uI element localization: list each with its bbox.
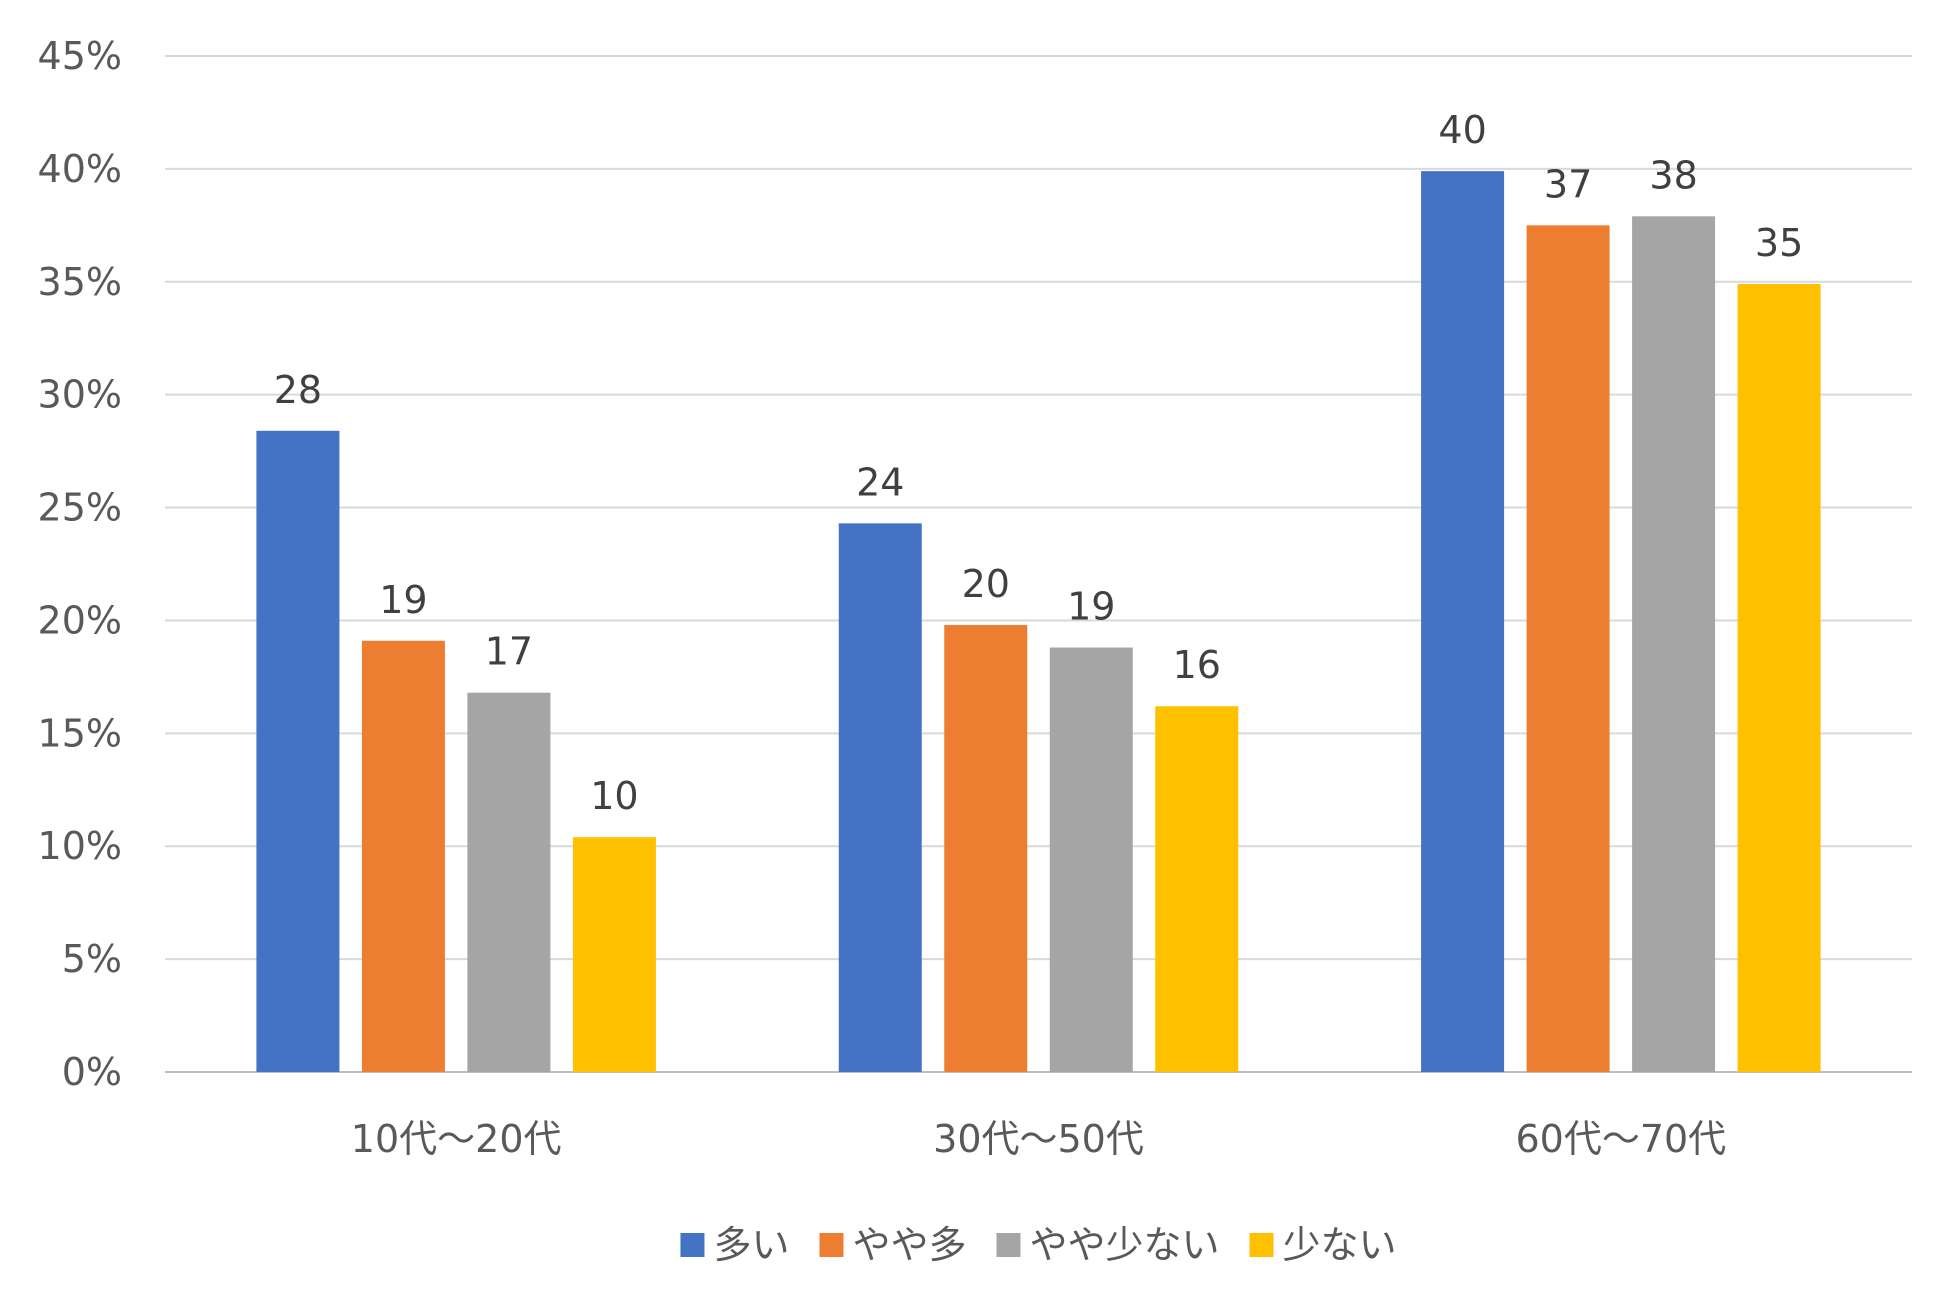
bar	[256, 430, 340, 1072]
legend-swatch	[1249, 1233, 1274, 1257]
bar	[361, 640, 445, 1072]
legend-label: やや多	[852, 1223, 966, 1267]
legend: 多い やや多 やや少ない 少ない	[680, 1223, 1397, 1267]
category-labels: 10代～20代 30代～50代 60代～70代	[351, 1117, 1726, 1161]
data-labels: 28 19 17 10 24 20 19 16 40 37 38 35	[274, 108, 1804, 818]
data-label: 17	[485, 630, 533, 674]
bar	[1737, 284, 1821, 1073]
y-tick-label: 0%	[62, 1050, 122, 1094]
bar	[1526, 225, 1610, 1073]
bar	[1155, 706, 1239, 1072]
data-label: 35	[1755, 221, 1803, 265]
legend-swatch	[996, 1233, 1021, 1257]
bar	[838, 523, 922, 1072]
y-tick-label: 40%	[38, 147, 122, 191]
y-tick-label: 15%	[38, 711, 122, 755]
y-tick-label: 30%	[38, 373, 122, 417]
data-label: 40	[1438, 108, 1486, 152]
bar	[1421, 171, 1505, 1072]
legend-swatch	[819, 1233, 844, 1257]
y-tick-label: 35%	[38, 260, 122, 304]
legend-label: 多い	[713, 1223, 789, 1267]
legend-label: 少ない	[1283, 1223, 1397, 1267]
data-label: 19	[1067, 585, 1115, 629]
bar	[467, 692, 551, 1072]
category-label: 60代～70代	[1515, 1117, 1726, 1161]
category-label: 10代～20代	[351, 1117, 562, 1161]
bar	[1049, 647, 1133, 1072]
bar	[944, 624, 1028, 1072]
data-label: 24	[856, 460, 904, 504]
y-axis-tick-labels: 0% 5% 10% 15% 20% 25% 30% 35% 40% 45%	[38, 34, 122, 1094]
data-label: 10	[590, 774, 638, 818]
category-label: 30代～50代	[933, 1117, 1144, 1161]
data-label: 20	[962, 562, 1010, 606]
legend-swatch	[680, 1233, 705, 1257]
y-tick-label: 25%	[38, 486, 122, 530]
gridlines	[165, 55, 1912, 1073]
y-tick-label: 20%	[38, 598, 122, 642]
legend-label: やや少ない	[1030, 1223, 1220, 1267]
legend-item: やや少ない	[996, 1223, 1220, 1267]
data-label: 16	[1173, 643, 1221, 687]
y-tick-label: 45%	[38, 34, 122, 78]
data-label: 37	[1544, 162, 1592, 206]
bar	[1632, 216, 1716, 1072]
data-label: 28	[274, 368, 322, 412]
legend-item: 多い	[680, 1223, 789, 1267]
data-label: 38	[1649, 153, 1697, 197]
legend-item: 少ない	[1249, 1223, 1397, 1267]
bar	[572, 837, 656, 1072]
y-tick-label: 5%	[62, 937, 122, 981]
bars	[256, 171, 1821, 1073]
legend-item: やや多	[819, 1223, 967, 1267]
data-label: 19	[379, 578, 427, 622]
y-tick-label: 10%	[38, 824, 122, 868]
